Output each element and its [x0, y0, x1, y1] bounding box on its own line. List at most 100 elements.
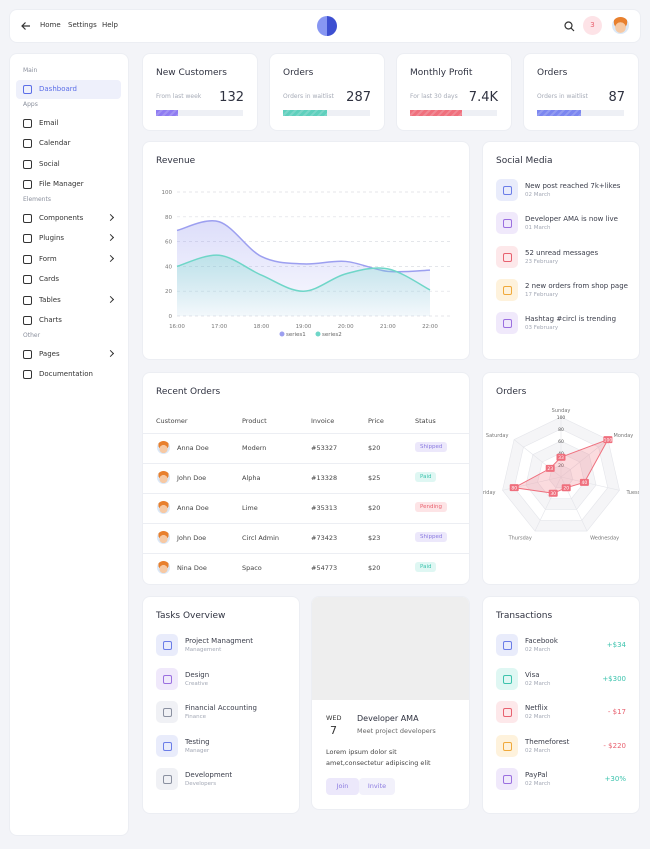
item-icon [496, 278, 518, 301]
value-label: 33 [558, 455, 564, 461]
card-title: Social Media [496, 156, 553, 166]
item-amount: - $220 [603, 741, 626, 750]
sidebar-item[interactable]: Components [16, 209, 121, 228]
item-title: 52 unread messages [525, 248, 599, 257]
item-title: Financial Accounting [185, 704, 257, 712]
list-item: Hashtag #circl is trending 03 February [496, 312, 629, 336]
event-card: WED 7 Developer AMA Meet project develop… [312, 597, 469, 809]
sidebar-icon [23, 118, 32, 128]
sidebar-item[interactable]: Cards [16, 270, 121, 289]
nav-link[interactable]: Help [102, 21, 118, 29]
sidebar-item[interactable]: Documentation [16, 365, 121, 384]
item-subtitle: 02 March [525, 781, 551, 787]
chart-title: Orders [496, 387, 527, 397]
item-title: Visa [525, 670, 540, 679]
sidebar-item[interactable]: Calendar [16, 134, 121, 153]
nav-link[interactable]: Home [40, 21, 61, 29]
item-amount: +30% [604, 775, 626, 783]
item-subtitle: 17 February [525, 291, 559, 298]
radar-point [556, 453, 566, 461]
sidebar-item[interactable]: Pages [16, 345, 121, 364]
event-day: WED [326, 714, 342, 722]
sidebar-item[interactable]: File Manager [16, 175, 121, 194]
sidebar-item[interactable]: Plugins [16, 229, 121, 248]
r-tick-label: 100 [557, 415, 566, 421]
table-cell: #13328 [311, 474, 338, 482]
radar-point [561, 484, 571, 492]
event-date: 7 [330, 724, 337, 737]
transactions-card: Transactions Facebook 02 March +$34 Visa 02 M… [483, 597, 639, 813]
sidebar-item[interactable]: Social [16, 155, 121, 174]
table-cell: Modern [242, 444, 267, 452]
item-icon [496, 245, 518, 268]
table-cell: Nina Doe [177, 564, 207, 572]
nav-link[interactable]: Settings [68, 21, 97, 29]
table-cell: $20 [368, 444, 381, 452]
list-item: 2 new orders from shop page 17 February [496, 278, 629, 303]
item-subtitle: Finance [185, 714, 207, 720]
avatar [157, 531, 170, 544]
table-cell: Anna Doe [177, 504, 209, 512]
item-subtitle: Management [185, 647, 222, 653]
progress-fill [156, 110, 178, 116]
sidebar-item[interactable]: Dashboard [16, 80, 121, 99]
sidebar-label: Documentation [39, 370, 93, 378]
chart-title: Revenue [156, 156, 196, 166]
item-icon [496, 634, 518, 656]
table-cell: $25 [368, 474, 381, 482]
item-title: Testing [185, 737, 210, 746]
table-cell: Anna Doe [177, 444, 209, 452]
chevron [106, 295, 115, 303]
sidebar-item[interactable]: Form [16, 250, 121, 269]
x-tick-label: 22:00 [422, 324, 438, 330]
back-icon[interactable] [21, 21, 31, 31]
list-item: Developer AMA is now live 01 March [496, 212, 629, 236]
stat-title: Monthly Profit [410, 68, 473, 78]
column-header: Price [368, 417, 384, 425]
top-bar: 3 Home Settings Help [10, 10, 640, 42]
value-label: 30 [550, 491, 556, 497]
stat-card: New Customers From last week 132 [143, 54, 257, 130]
sidebar-heading: Other [23, 331, 41, 339]
table-cell: #54773 [311, 564, 338, 572]
y-tick-label: 80 [165, 215, 172, 221]
item-amount: +$300 [602, 674, 626, 683]
list-item: 52 unread messages 23 February [496, 245, 629, 270]
table-cell: John Doe [177, 534, 207, 542]
item-icon [496, 312, 518, 335]
x-tick-label: 19:00 [296, 324, 312, 330]
radar-point [579, 478, 589, 486]
sidebar-label: Tables [39, 295, 61, 304]
progress-track [410, 110, 497, 116]
legend-label: series1 [286, 332, 306, 338]
sidebar-label: Components [39, 213, 84, 222]
sidebar-icon [23, 180, 32, 189]
stat-value: 132 [219, 90, 244, 105]
axis-label: Tuesday [626, 490, 639, 496]
row-divider [143, 433, 469, 434]
axis-label: Monday [614, 433, 634, 439]
table-cell: #53327 [311, 444, 338, 452]
search-icon[interactable] [564, 21, 575, 32]
table-cell: Alpha [242, 474, 261, 482]
sidebar-icon [23, 370, 32, 379]
table-cell: Spaco [242, 564, 262, 572]
sidebar-item[interactable]: Tables [16, 291, 121, 310]
item-title: New post reached 7k+likes [525, 182, 621, 190]
avatar [157, 561, 170, 574]
join-button[interactable]: Join [326, 778, 359, 795]
radar-point [603, 436, 613, 444]
event-title: Developer AMA [357, 714, 419, 723]
item-title: Development [185, 771, 233, 779]
avatar[interactable] [612, 17, 629, 34]
sidebar-icon [23, 295, 32, 305]
sidebar-icon [23, 254, 32, 264]
status-badge: Shipped [415, 532, 448, 542]
table-cell: Lime [242, 504, 258, 512]
item-title: Design [185, 670, 210, 679]
invite-button[interactable]: Invite [359, 778, 395, 795]
sidebar-item[interactable]: Charts [16, 311, 121, 330]
sidebar-item[interactable]: Email [16, 114, 121, 133]
status-badge: Paid [415, 472, 437, 482]
notification-badge[interactable]: 3 [583, 16, 602, 35]
